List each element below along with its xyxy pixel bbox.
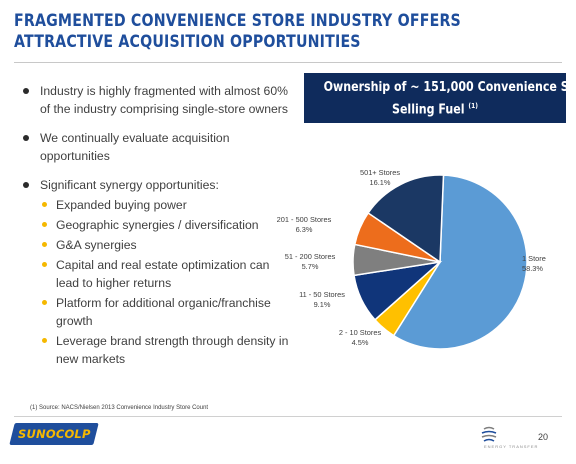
bullet-item: We continually evaluate acquisition oppo… <box>22 129 292 165</box>
pie-label-name: 201 - 500 Stores <box>276 215 332 224</box>
pie-label-5: 201 - 500 Stores 6.3% <box>277 215 332 235</box>
pie-label-value: 6.3% <box>295 225 313 234</box>
title-line-1: FRAGMENTED CONVENIENCE STORE INDUSTRY OF… <box>14 11 461 30</box>
sub-bullet-text: Leverage brand strength through density … <box>56 334 289 366</box>
sub-bullet-item: G&A synergies <box>40 236 292 254</box>
sub-bullet-item: Expanded buying power <box>40 196 292 214</box>
page-number: 20 <box>538 432 549 442</box>
energy-transfer-text: ENERGY TRANSFER <box>484 444 539 449</box>
title-line-2: ATTRACTIVE ACQUISITION OPPORTUNITIES <box>14 32 361 51</box>
pie-label-6: 501+ Stores 16.1% <box>360 168 400 188</box>
sunoco-logo: SUNOCOLP <box>9 423 99 445</box>
pie-label-4: 51 - 200 Stores 5.7% <box>285 252 336 272</box>
pie-slice-1 <box>392 174 528 350</box>
energy-transfer-logo-icon <box>481 426 497 442</box>
pie-label-name: 1 Store <box>522 254 546 263</box>
pie-label-value: 5.7% <box>301 262 319 271</box>
pie-label-value: 4.5% <box>351 338 369 347</box>
pie-label-2: 2 - 10 Stores 4.5% <box>339 328 381 348</box>
pie-chart: 1 Store 58.3% 2 - 10 Stores 4.5% 11 - 50 Sto… <box>277 160 576 360</box>
bullet-text: Significant synergy opportunities: <box>40 178 219 192</box>
sub-bullet-text: Capital and real estate optimization can… <box>56 258 270 290</box>
bullet-item: Industry is highly fragmented with almos… <box>22 82 292 118</box>
bullet-text: Industry is highly fragmented with almos… <box>40 84 288 116</box>
sub-bullet-text: G&A synergies <box>56 238 137 252</box>
pie-label-name: 11 - 50 Stores <box>299 290 345 299</box>
pie-label-value: 9.1% <box>313 300 331 309</box>
pie-chart-svg <box>352 174 528 350</box>
source-footnote: (1) Source: NACS/Nielsen 2013 Convenienc… <box>30 405 209 411</box>
sub-bullet-item: Capital and real estate optimization can… <box>40 256 292 292</box>
footer-divider <box>14 416 562 417</box>
bullet-item: Significant synergy opportunities: Expan… <box>22 176 292 368</box>
sub-bullet-list: Expanded buying power Geographic synergi… <box>40 196 292 368</box>
chart-title-line-2: Selling Fuel (1) <box>324 97 547 119</box>
pie-slice-6 <box>367 174 445 264</box>
sub-bullet-item: Leverage brand strength through density … <box>40 332 292 368</box>
chart-title-text: Selling Fuel <box>391 102 465 118</box>
pie-label-3: 11 - 50 Stores 9.1% <box>299 290 345 310</box>
bullet-text: We continually evaluate acquisition oppo… <box>40 131 230 163</box>
pie-label-1: 1 Store 58.3% <box>522 254 546 274</box>
page-title: FRAGMENTED CONVENIENCE STORE INDUSTRY OF… <box>14 10 461 52</box>
pie-label-value: 16.1% <box>369 178 391 187</box>
sub-bullet-text: Platform for additional organic/franchis… <box>56 296 271 328</box>
sunoco-logo-text: SUNOCOLP <box>17 427 91 441</box>
footnote-marker: (1) <box>468 102 479 110</box>
pie-label-name: 2 - 10 Stores <box>338 328 382 337</box>
sub-bullet-text: Expanded buying power <box>56 198 187 212</box>
sub-bullet-item: Geographic synergies / diversification <box>40 216 292 234</box>
pie-label-name: 51 - 200 Stores <box>284 252 336 261</box>
sub-bullet-text: Geographic synergies / diversification <box>56 218 259 232</box>
pie-label-name: 501+ Stores <box>359 168 401 177</box>
chart-title-line-1: Ownership of ~ 151,000 Convenience Store… <box>323 80 576 95</box>
bullet-list: Industry is highly fragmented with almos… <box>22 82 292 370</box>
pie-label-value: 58.3% <box>522 264 543 273</box>
chart-title-box: Ownership of ~ 151,000 Convenience Store… <box>304 73 576 123</box>
title-divider <box>14 62 562 63</box>
sub-bullet-item: Platform for additional organic/franchis… <box>40 294 292 330</box>
